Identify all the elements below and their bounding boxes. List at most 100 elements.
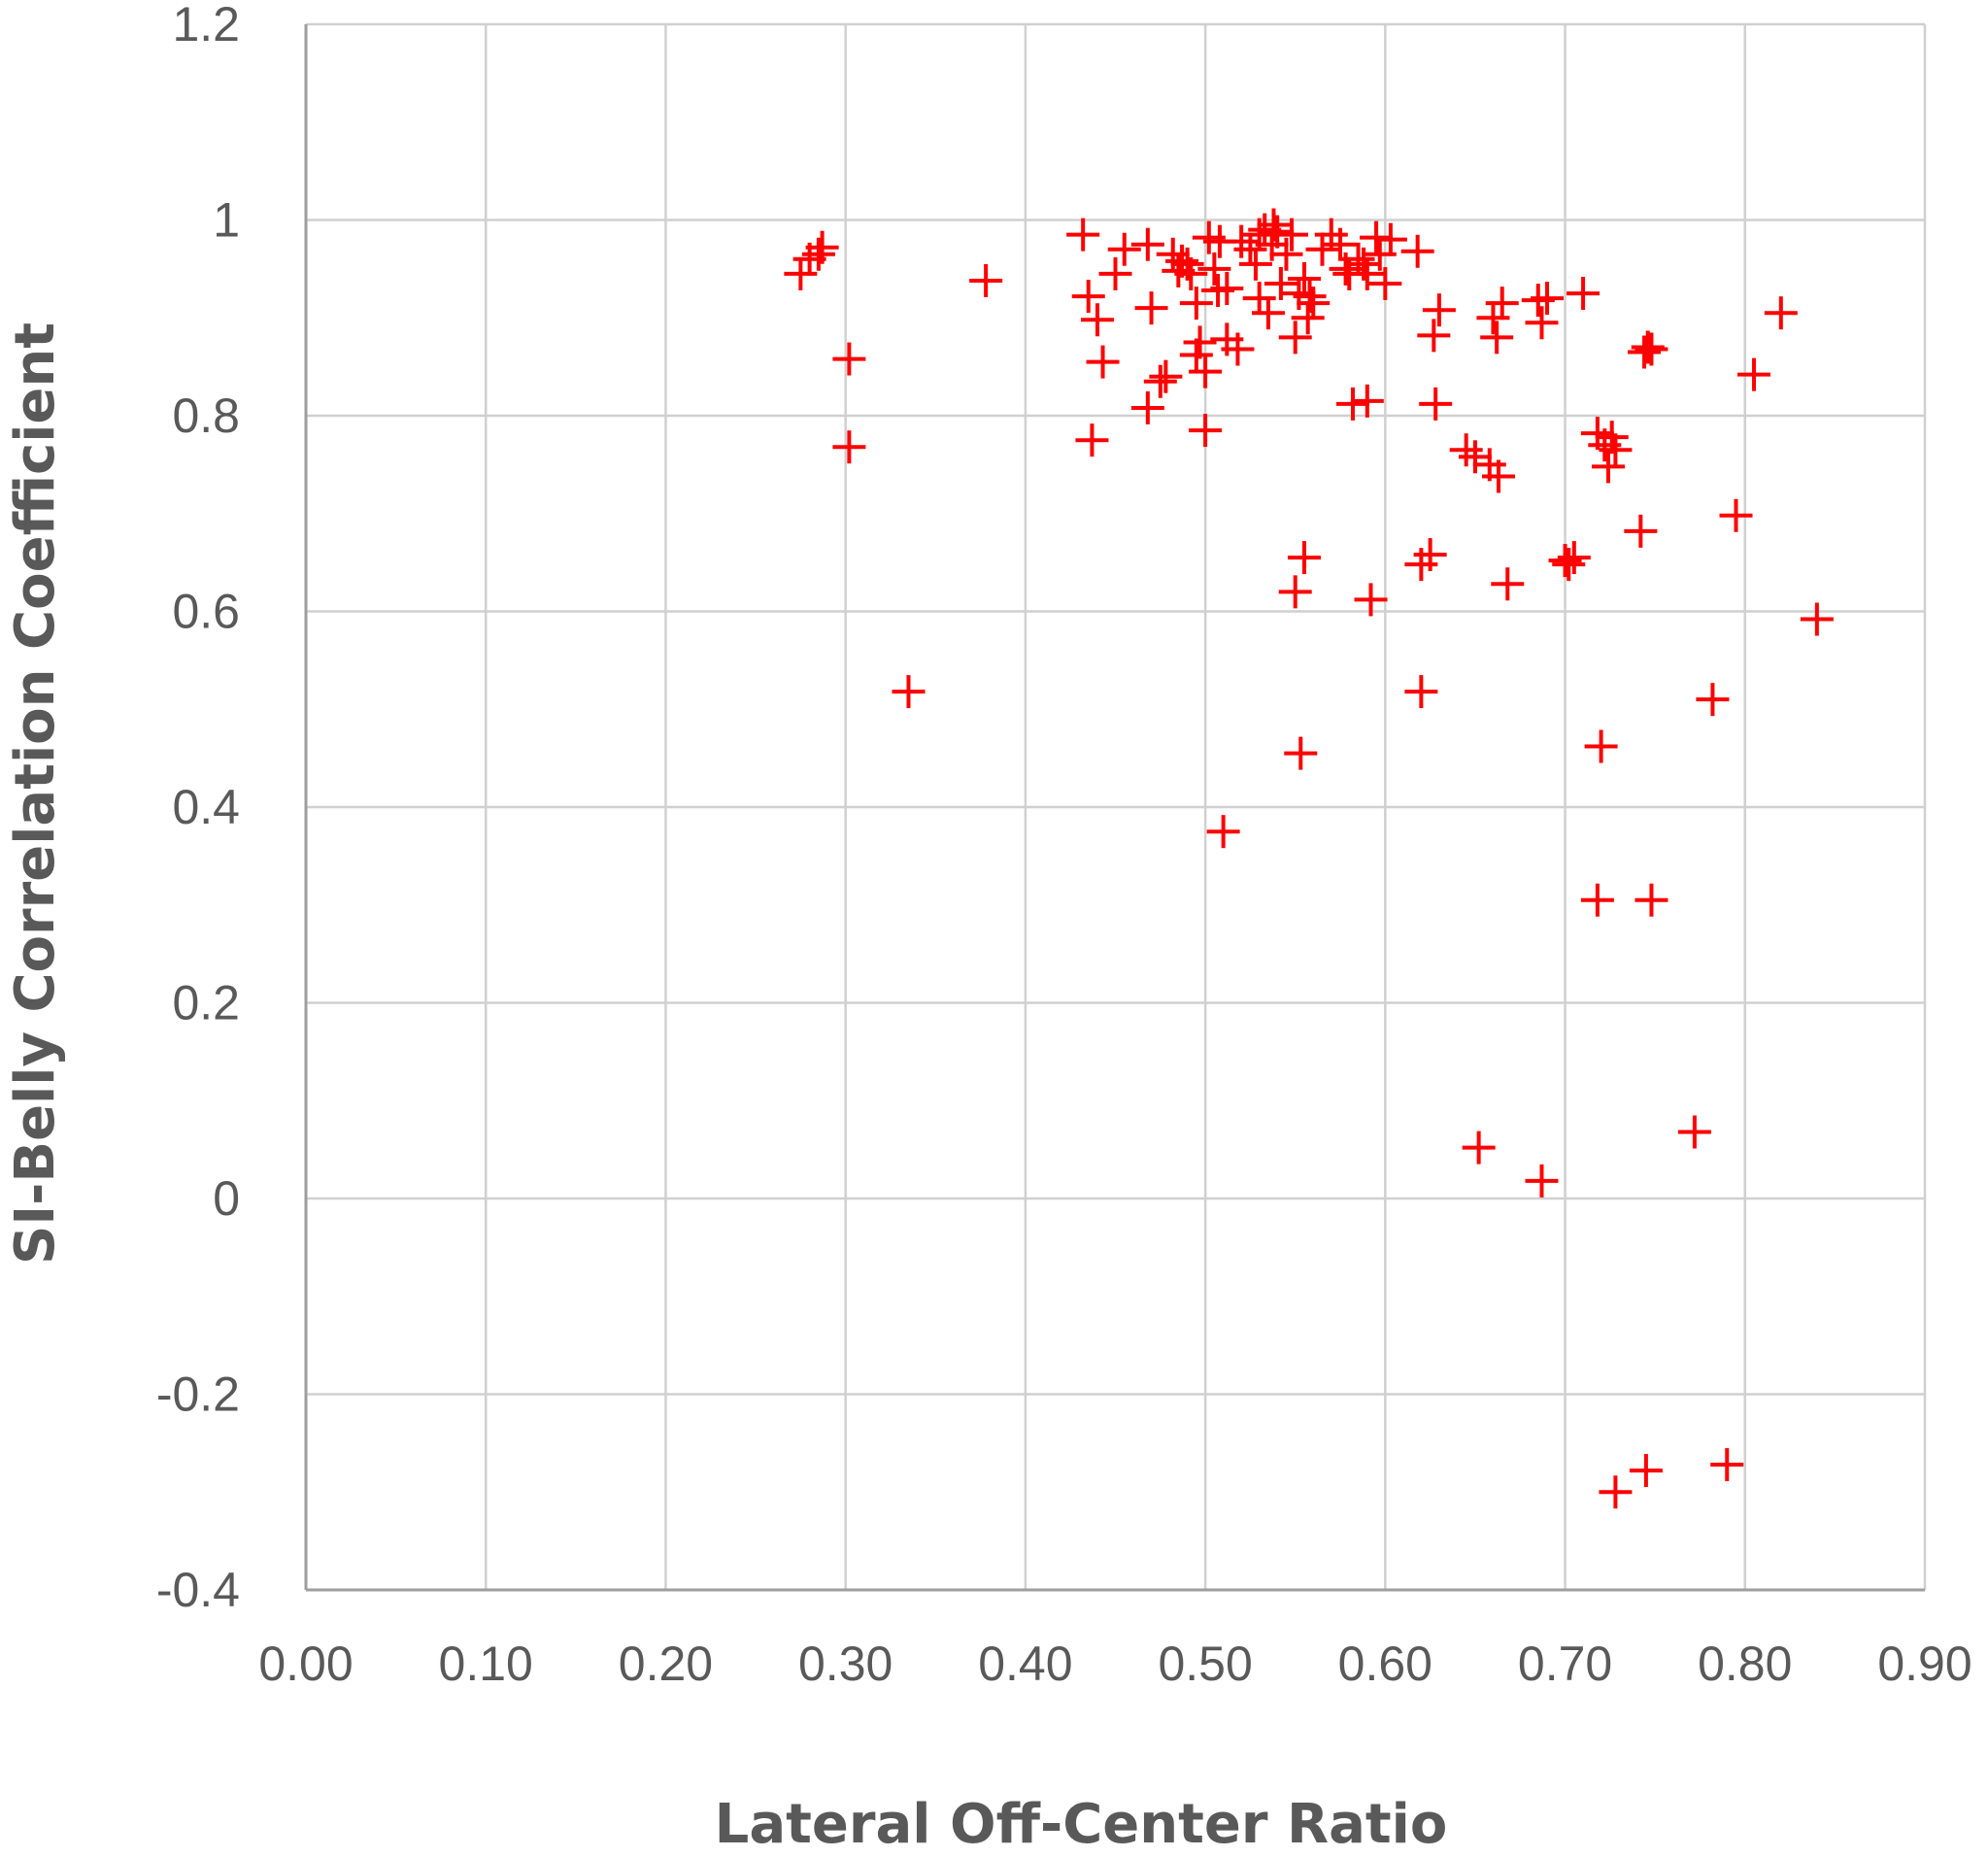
data-point <box>1233 232 1267 266</box>
data-point <box>1324 227 1358 261</box>
data-point <box>1485 287 1519 321</box>
y-tick-label: 0 <box>213 1171 240 1226</box>
data-point <box>1251 296 1285 330</box>
data-point <box>1677 1115 1711 1149</box>
data-point <box>1599 433 1633 467</box>
data-point <box>1696 683 1730 717</box>
data-point <box>1491 567 1525 601</box>
data-point <box>1476 301 1510 335</box>
x-tick-labels: 0.00 0.10 0.20 0.30 0.40 0.50 0.60 0.70 0.80 0.90 <box>258 1637 1971 1691</box>
x-tick-label: 0.20 <box>619 1637 713 1691</box>
data-point <box>1183 325 1217 359</box>
data-point <box>1174 256 1208 290</box>
data-point <box>1592 450 1626 484</box>
data-point <box>1130 227 1164 261</box>
y-tick-label: 0.8 <box>172 388 240 443</box>
data-point <box>1368 266 1402 300</box>
data-points <box>784 208 1834 1509</box>
data-point <box>1373 222 1407 256</box>
data-point <box>1261 215 1295 249</box>
data-point <box>832 430 866 464</box>
y-tick-label: 0.6 <box>172 585 240 639</box>
y-tick-label: -0.4 <box>156 1563 240 1617</box>
data-point <box>1584 729 1618 763</box>
x-tick-label: 0.90 <box>1877 1637 1971 1691</box>
data-point <box>1567 277 1601 311</box>
data-point <box>1293 280 1327 314</box>
data-point <box>1197 252 1231 286</box>
data-point <box>1278 575 1312 609</box>
data-point <box>1257 208 1291 242</box>
data-point <box>1400 234 1434 268</box>
axes <box>304 24 1925 1592</box>
data-point <box>1297 287 1331 321</box>
data-point <box>1278 321 1312 355</box>
data-point <box>1284 736 1318 770</box>
data-point <box>1189 355 1223 388</box>
data-point <box>1287 541 1321 575</box>
data-point <box>1710 1448 1744 1482</box>
data-point <box>1080 303 1114 337</box>
data-point <box>784 256 818 290</box>
data-point <box>1634 883 1668 917</box>
data-point <box>1521 284 1555 318</box>
data-point <box>1242 282 1276 316</box>
data-point <box>1417 319 1451 353</box>
data-point <box>805 230 839 264</box>
data-point <box>1419 387 1453 421</box>
data-point <box>1225 224 1259 258</box>
data-point <box>1098 256 1132 290</box>
data-point <box>1149 359 1183 393</box>
data-point <box>969 263 1003 297</box>
data-point <box>1719 498 1753 532</box>
data-point <box>1580 883 1614 917</box>
data-point <box>1075 423 1109 457</box>
data-point <box>1764 296 1798 330</box>
data-point <box>1143 364 1177 398</box>
data-point <box>1238 247 1272 281</box>
data-point <box>1634 332 1668 366</box>
x-axis-title: Lateral Off-Center Ratio <box>715 1793 1448 1856</box>
data-point <box>1480 321 1514 355</box>
data-point <box>1525 306 1559 340</box>
data-point <box>1206 815 1240 849</box>
data-point <box>1221 332 1255 366</box>
data-point <box>1422 293 1456 327</box>
data-point <box>1269 237 1303 271</box>
data-point <box>1525 1164 1559 1198</box>
y-tick-labels: 1.2 1 0.8 0.6 0.4 0.2 0 -0.2 -0.4 <box>156 0 240 1617</box>
y-tick-label: 1 <box>213 193 240 248</box>
data-point <box>1449 433 1483 467</box>
x-tick-label: 0.80 <box>1698 1637 1792 1691</box>
data-point <box>1462 1131 1496 1165</box>
data-point <box>1305 232 1339 266</box>
data-point <box>1130 390 1164 424</box>
x-tick-label: 0.50 <box>1158 1637 1252 1691</box>
data-point <box>1134 291 1168 325</box>
data-point <box>1404 675 1438 709</box>
data-point <box>892 675 926 709</box>
data-point <box>1275 218 1309 252</box>
x-tick-label: 0.70 <box>1518 1637 1612 1691</box>
data-point <box>1264 266 1297 300</box>
data-point <box>1210 272 1244 306</box>
y-tick-label: 1.2 <box>172 0 240 51</box>
data-point <box>832 342 866 376</box>
x-tick-label: 0.40 <box>978 1637 1072 1691</box>
data-point <box>1201 274 1235 308</box>
x-tick-label: 0.60 <box>1338 1637 1432 1691</box>
data-point <box>1458 440 1492 474</box>
data-point <box>1350 256 1384 290</box>
x-tick-label: 0.30 <box>798 1637 893 1691</box>
data-point <box>1335 387 1369 421</box>
data-point <box>1531 282 1565 316</box>
data-point <box>1107 232 1141 266</box>
data-point <box>1557 541 1591 575</box>
data-point <box>1189 414 1223 448</box>
data-point <box>801 237 835 271</box>
data-point <box>1548 544 1582 578</box>
data-point <box>1287 261 1321 295</box>
data-point <box>1800 602 1834 636</box>
data-point <box>1341 242 1375 276</box>
